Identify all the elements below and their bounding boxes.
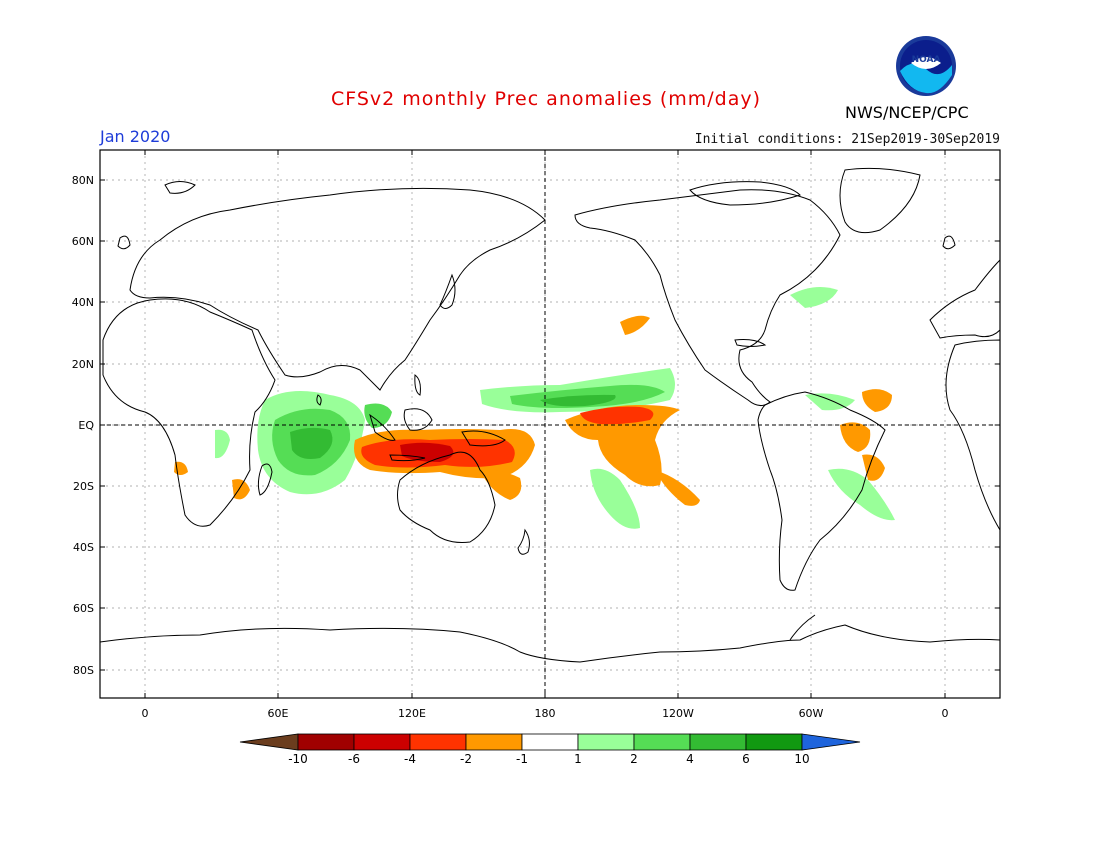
positive-anomaly-arabian — [364, 403, 392, 428]
colorbar-segment — [353, 733, 411, 751]
colorbar: -10 -6 -4 -2 -1 1 2 4 6 10 — [239, 733, 861, 766]
coast-antarctic-peninsula — [789, 614, 816, 641]
colorbar-segment — [689, 733, 747, 751]
lat-label: 40S — [73, 541, 94, 554]
coast-borneo — [403, 408, 433, 431]
colorbar-segment — [521, 733, 579, 751]
lat-label: 80N — [72, 174, 94, 187]
positive-anomaly-south-brazil — [828, 468, 895, 521]
negative-anomaly-south-atlantic — [862, 454, 885, 481]
lon-label: 180 — [535, 707, 556, 720]
coast-sri-lanka — [316, 394, 322, 406]
colorbar-label: 1 — [574, 752, 582, 766]
lat-label: EQ — [78, 419, 94, 432]
lat-label: 80S — [73, 664, 94, 677]
map-frame-border — [99, 149, 1001, 699]
noaa-logo-icon: NOAA — [896, 36, 956, 96]
positive-anomaly-spcz — [590, 468, 640, 529]
coast-north-america — [574, 189, 841, 406]
colorbar-label: -4 — [404, 752, 416, 766]
lon-label: 120W — [662, 707, 694, 720]
initial-conditions-label: Initial conditions: 21Sep2019-30Sep2019 — [694, 132, 1000, 147]
positive-anomaly-indian-ocean-max — [290, 427, 333, 459]
colorbar-label: -10 — [288, 752, 308, 766]
negative-anomaly-southern-africa — [232, 479, 250, 500]
coast-eurasia — [129, 187, 546, 391]
colorbar-segment — [745, 733, 803, 751]
month-label: Jan 2020 — [100, 127, 171, 146]
coast-arctic-islands — [689, 181, 801, 206]
negative-anomaly-northeast-brazil — [840, 422, 871, 452]
coast-uk — [117, 235, 131, 250]
coast-svalbard — [164, 181, 196, 194]
coast-japan — [439, 273, 456, 309]
negative-anomaly-tropical-atlantic — [862, 389, 892, 412]
longitude-ticks: 0 60E 120E 180 120W 60W 0 — [142, 150, 949, 720]
colorbar-segment — [297, 733, 355, 751]
colorbar-segment — [633, 733, 691, 751]
latitude-ticks: 80N 60N 40N 20N EQ 20S 40S 60S 80S — [72, 174, 1000, 677]
colorbar-label: 10 — [794, 752, 809, 766]
coast-new-zealand — [517, 528, 530, 555]
positive-anomaly-east-africa — [215, 429, 230, 459]
colorbar-label: 2 — [630, 752, 638, 766]
coast-africa — [102, 298, 276, 527]
colorbar-segment — [409, 733, 467, 751]
colorbar-segment — [577, 733, 635, 751]
lat-label: 60S — [73, 602, 94, 615]
lat-label: 40N — [72, 296, 94, 309]
graticule — [100, 150, 1000, 698]
coast-australia — [397, 451, 496, 543]
colorbar-label: 4 — [686, 752, 694, 766]
agency-label: NWS/NCEP/CPC — [845, 103, 969, 122]
coast-new-guinea — [461, 430, 506, 447]
colorbar-segment — [465, 733, 523, 751]
lon-label: 0 — [142, 707, 149, 720]
coast-antarctica — [100, 624, 1000, 698]
coast-greenland — [839, 167, 921, 234]
coast-cuba — [734, 339, 767, 347]
lon-label: 60W — [799, 707, 824, 720]
negative-anomaly-south-pacific — [655, 470, 700, 506]
coast-java — [389, 454, 426, 462]
colorbar-segment — [239, 733, 299, 751]
coast-uk-right — [942, 235, 956, 250]
logo-text: NOAA — [912, 55, 941, 65]
coast-south-america — [757, 391, 886, 591]
lon-label: 0 — [942, 707, 949, 720]
positive-anomaly-pacific-max — [540, 394, 616, 407]
colorbar-label: -6 — [348, 752, 360, 766]
coast-europe-wrap — [929, 259, 1000, 339]
positive-anomaly-north-atlantic — [790, 286, 838, 308]
lat-label: 20S — [73, 480, 94, 493]
lon-label: 120E — [398, 707, 426, 720]
negative-anomaly-central-pacific-core — [580, 406, 654, 425]
colorbar-label: 6 — [742, 752, 750, 766]
negative-anomaly-maritime-max — [400, 442, 454, 462]
negative-anomaly-coral-sea — [480, 469, 522, 500]
coast-sumatra — [369, 413, 396, 441]
lon-label: 60E — [268, 707, 289, 720]
map-title: CFSv2 monthly Prec anomalies (mm/day) — [330, 88, 762, 110]
coast-madagascar — [257, 463, 273, 496]
coastlines — [100, 167, 1000, 698]
lat-label: 20N — [72, 358, 94, 371]
colorbar-label: -2 — [460, 752, 472, 766]
colorbar-label: -1 — [516, 752, 528, 766]
negative-anomaly-subtropical-north-pacific — [620, 315, 650, 335]
lat-label: 60N — [72, 235, 94, 248]
coast-philippines — [414, 374, 421, 396]
coast-africa-wrap — [945, 339, 1000, 531]
colorbar-segment — [801, 733, 861, 751]
